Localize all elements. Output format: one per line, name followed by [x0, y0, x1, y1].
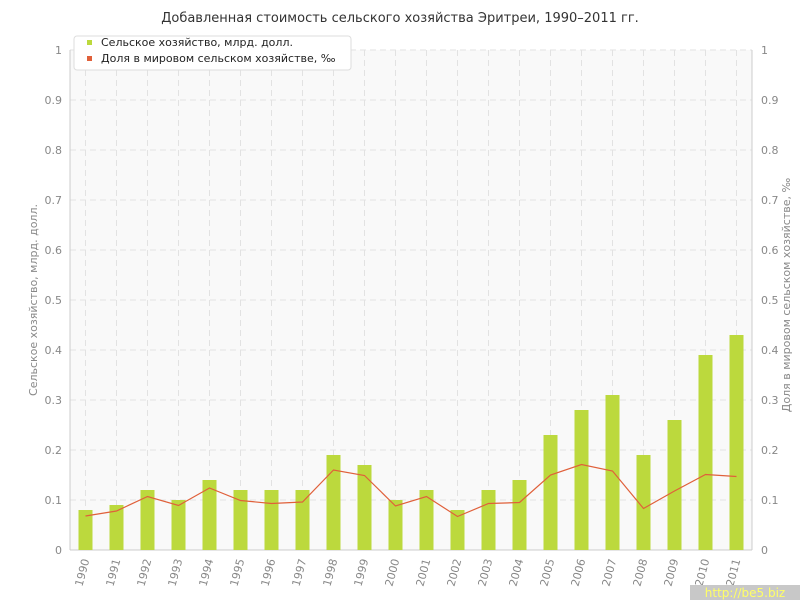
- y-tick-left: 0.9: [45, 94, 63, 107]
- y-tick-left: 0.4: [45, 344, 63, 357]
- x-tick-2009: 2009: [662, 557, 682, 587]
- bar-1998: [326, 455, 341, 550]
- legend: Сельское хозяйство, млрд. долл. Доля в м…: [73, 35, 352, 71]
- bar-2010: [698, 355, 713, 550]
- bar-2007: [605, 395, 620, 550]
- x-tick-1990: 1990: [73, 557, 93, 587]
- bar-2011: [729, 335, 744, 550]
- y-tick-left: 0.7: [45, 194, 63, 207]
- y-tick-right: 0.5: [761, 294, 779, 307]
- line-series: [85, 463, 737, 518]
- y-tick-right: 0.3: [761, 394, 779, 407]
- x-tick-2010: 2010: [693, 557, 713, 587]
- y-tick-left: 0: [55, 544, 62, 557]
- x-tick-1991: 1991: [104, 557, 124, 587]
- bar-series: [78, 335, 744, 550]
- bar-2006: [574, 410, 589, 550]
- x-tick-1998: 1998: [321, 557, 341, 587]
- x-tick-2003: 2003: [476, 557, 496, 587]
- legend-label-bar: Сельское хозяйство, млрд. долл.: [101, 36, 293, 49]
- y-tick-right: 1: [761, 44, 768, 57]
- y-axis-right-label: Доля в мировом сельском хозяйстве, ‰: [780, 178, 793, 413]
- bar-1993: [171, 500, 186, 550]
- legend-marker-line: [87, 56, 92, 61]
- bar-2001: [419, 490, 434, 550]
- y-tick-left: 0.2: [45, 444, 63, 457]
- x-axis-ticks: 1990 1991 1992 1993 1994 1995 1996 1997 1998 1999…: [73, 557, 744, 587]
- y-tick-left: 0.6: [45, 244, 63, 257]
- bar-1997: [295, 490, 310, 550]
- x-tick-2001: 2001: [414, 557, 434, 587]
- bar-2003: [481, 490, 496, 550]
- bar-2002: [450, 510, 465, 550]
- x-tick-1997: 1997: [290, 557, 310, 587]
- watermark-link[interactable]: http://be5.biz: [705, 586, 785, 600]
- chart-title: Добавленная стоимость сельского хозяйств…: [161, 11, 639, 26]
- x-tick-2005: 2005: [538, 557, 558, 587]
- legend-label-line: Доля в мировом сельском хозяйстве, ‰: [101, 52, 336, 65]
- x-tick-2011: 2011: [724, 557, 744, 587]
- watermark[interactable]: http://be5.biz: [690, 585, 800, 600]
- y-axis-right-ticks: 0 0.1 0.2 0.3 0.4 0.5 0.6 0.7 0.8 0.9 1: [761, 44, 779, 557]
- x-tick-2008: 2008: [631, 557, 651, 587]
- bar-1995: [233, 490, 248, 550]
- bar-1992: [140, 490, 155, 550]
- y-tick-right: 0.7: [761, 194, 779, 207]
- x-tick-1992: 1992: [135, 557, 155, 587]
- y-tick-left: 0.5: [45, 294, 63, 307]
- bar-1996: [264, 490, 279, 550]
- x-tick-1996: 1996: [259, 557, 279, 587]
- x-tick-2000: 2000: [383, 557, 403, 587]
- legend-marker-bar: [87, 40, 92, 45]
- y-tick-right: 0.9: [761, 94, 779, 107]
- y-tick-right: 0.1: [761, 494, 779, 507]
- y-tick-right: 0: [761, 544, 768, 557]
- x-tick-2004: 2004: [507, 557, 527, 587]
- legend-box: [73, 35, 352, 71]
- x-tick-1993: 1993: [166, 557, 186, 587]
- y-tick-left: 1: [55, 44, 62, 57]
- x-tick-1994: 1994: [197, 557, 217, 587]
- bar-2009: [667, 420, 682, 550]
- x-tick-2007: 2007: [600, 557, 620, 587]
- y-tick-left: 0.8: [45, 144, 63, 157]
- bar-1994: [202, 480, 217, 550]
- y-tick-right: 0.6: [761, 244, 779, 257]
- bar-1990: [78, 510, 93, 550]
- y-tick-right: 0.4: [761, 344, 779, 357]
- share-line: [85, 463, 737, 518]
- watermark-bg: [690, 585, 800, 600]
- bar-2004: [512, 480, 527, 550]
- bar-2008: [636, 455, 651, 550]
- y-tick-left: 0.3: [45, 394, 63, 407]
- y-axis-left-ticks: 0 0.1 0.2 0.3 0.4 0.5 0.6 0.7 0.8 0.9 1: [45, 44, 63, 557]
- x-tick-1995: 1995: [228, 557, 248, 587]
- bar-1991: [109, 505, 124, 550]
- grid: [69, 49, 753, 551]
- bar-2000: [388, 500, 403, 550]
- x-tick-2002: 2002: [445, 557, 465, 587]
- y-axis-left-label: Сельское хозяйство, млрд. долл.: [27, 204, 40, 396]
- y-tick-right: 0.2: [761, 444, 779, 457]
- x-tick-2006: 2006: [569, 557, 589, 587]
- x-tick-1999: 1999: [352, 557, 372, 587]
- bar-2005: [543, 435, 558, 550]
- y-tick-right: 0.8: [761, 144, 779, 157]
- y-tick-left: 0.1: [45, 494, 63, 507]
- bar-1999: [357, 465, 372, 550]
